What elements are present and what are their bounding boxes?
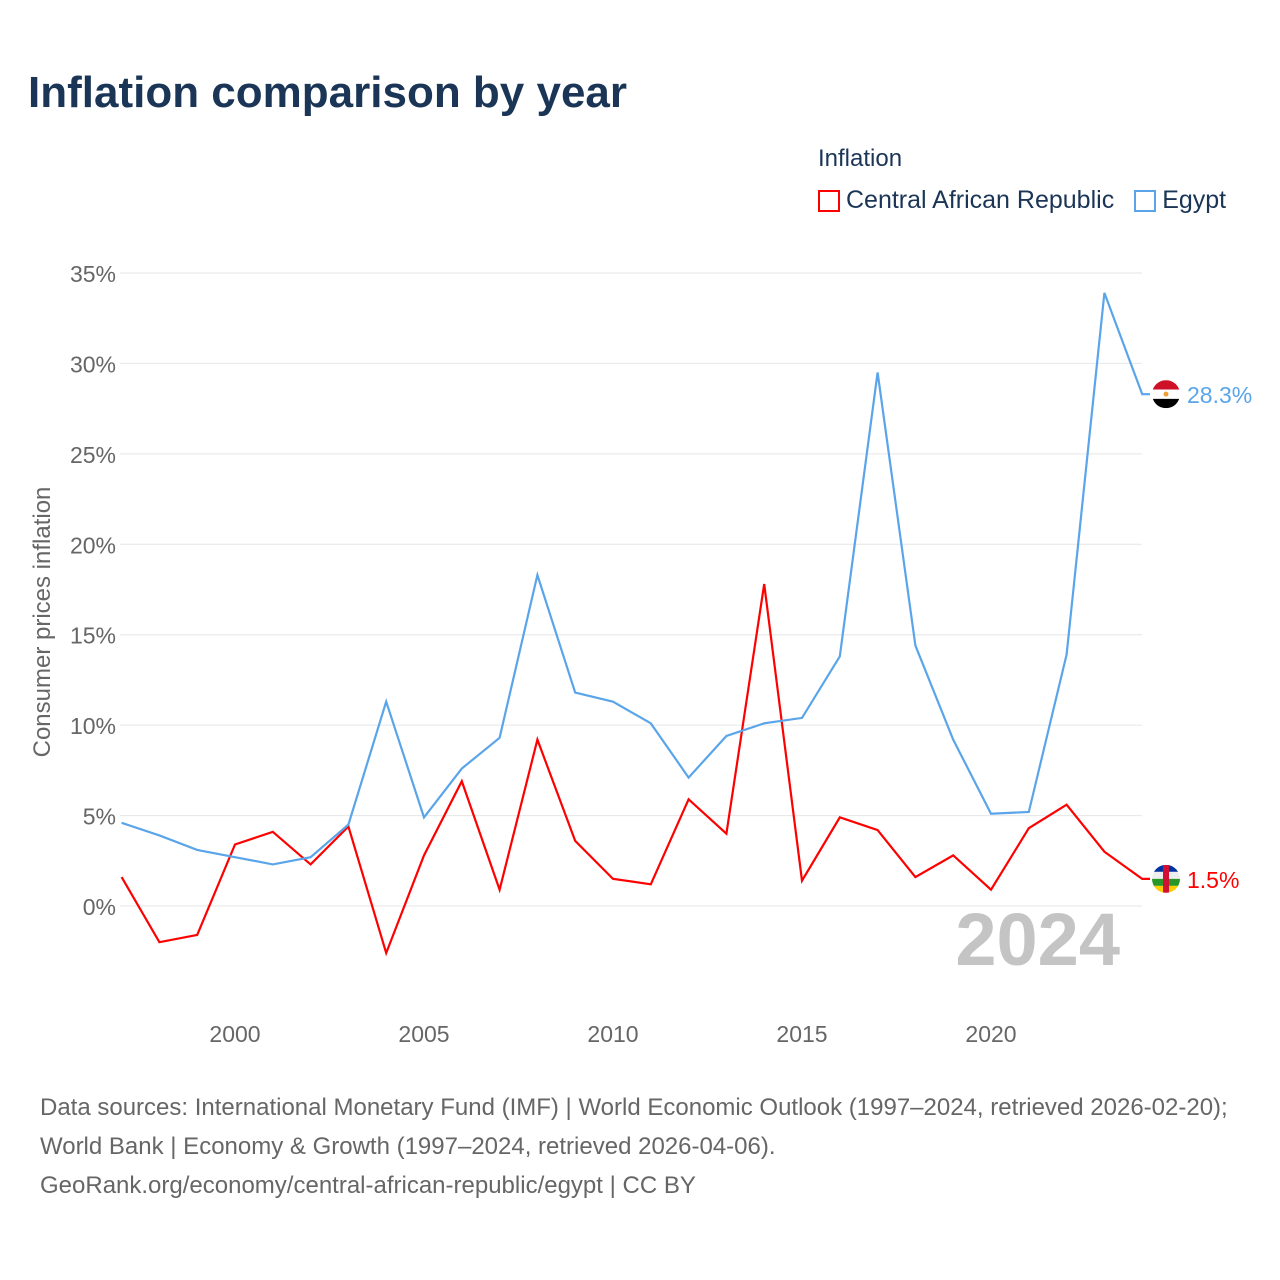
data-point bbox=[611, 877, 615, 881]
y-tick-label: 35% bbox=[70, 261, 116, 287]
data-point bbox=[233, 843, 237, 847]
data-point bbox=[876, 370, 880, 374]
data-point bbox=[762, 721, 766, 725]
x-tick-label: 2005 bbox=[398, 1021, 449, 1047]
y-tick-label: 25% bbox=[70, 442, 116, 468]
data-point bbox=[1027, 810, 1031, 814]
data-point bbox=[498, 888, 502, 892]
y-tick-label: 10% bbox=[70, 713, 116, 739]
data-point bbox=[649, 721, 653, 725]
data-point bbox=[649, 882, 653, 886]
data-point bbox=[876, 828, 880, 832]
data-point bbox=[346, 823, 350, 827]
data-point bbox=[233, 855, 237, 859]
data-point bbox=[800, 879, 804, 883]
legend: Central African Republic Egypt bbox=[818, 186, 1226, 215]
data-point bbox=[271, 830, 275, 834]
sources-text: Data sources: International Monetary Fun… bbox=[40, 1088, 1250, 1205]
series-line-egypt bbox=[121, 292, 1150, 866]
x-tick-label: 2020 bbox=[965, 1021, 1016, 1047]
data-point bbox=[573, 691, 577, 695]
data-point bbox=[157, 833, 161, 837]
y-axis-label: Consumer prices inflation bbox=[29, 487, 56, 758]
data-point bbox=[611, 700, 615, 704]
y-tick-label: 5% bbox=[83, 804, 116, 830]
x-tick-label: 2010 bbox=[587, 1021, 638, 1047]
data-point bbox=[573, 839, 577, 843]
data-point bbox=[724, 832, 728, 836]
data-point bbox=[1140, 877, 1144, 881]
data-point bbox=[989, 888, 993, 892]
car-flag-icon bbox=[1152, 864, 1180, 893]
data-point bbox=[422, 815, 426, 819]
data-point bbox=[535, 573, 539, 577]
data-point bbox=[195, 848, 199, 852]
data-point bbox=[157, 940, 161, 944]
data-point bbox=[422, 853, 426, 857]
data-point bbox=[460, 767, 464, 771]
source-link[interactable]: GeoRank.org/economy/central-african-repu… bbox=[40, 1172, 696, 1199]
data-point bbox=[724, 734, 728, 738]
data-point bbox=[838, 815, 842, 819]
data-sources: Data sources: International Monetary Fun… bbox=[40, 1094, 1228, 1160]
chart-title: Inflation comparison by year bbox=[28, 68, 628, 117]
data-point bbox=[1140, 392, 1144, 396]
year-watermark: 2024 bbox=[955, 898, 1120, 981]
data-point bbox=[195, 933, 199, 937]
data-point bbox=[762, 582, 766, 586]
data-point bbox=[951, 738, 955, 742]
y-tick-label: 0% bbox=[83, 894, 116, 920]
data-point bbox=[1102, 291, 1106, 295]
data-point bbox=[384, 700, 388, 704]
data-point bbox=[687, 797, 691, 801]
data-point bbox=[989, 812, 993, 816]
legend-swatch-car bbox=[818, 189, 840, 212]
data-point bbox=[838, 654, 842, 658]
data-point bbox=[384, 951, 388, 955]
data-point bbox=[309, 862, 313, 866]
data-point bbox=[1065, 653, 1069, 657]
legend-item-car[interactable]: Central African Republic bbox=[818, 186, 1114, 215]
legend-label-egypt: Egypt bbox=[1162, 186, 1227, 214]
data-point bbox=[800, 716, 804, 720]
x-tick-label: 2015 bbox=[776, 1021, 827, 1047]
data-point bbox=[498, 736, 502, 740]
data-point bbox=[913, 644, 917, 648]
series-line-car bbox=[120, 583, 1150, 957]
end-value-label: 1.5% bbox=[1187, 867, 1239, 893]
data-point bbox=[1065, 803, 1069, 807]
legend-label-car: Central African Republic bbox=[846, 186, 1115, 214]
y-tick-label: 20% bbox=[70, 532, 116, 558]
data-point bbox=[309, 855, 313, 859]
data-point bbox=[1027, 826, 1031, 830]
data-point bbox=[460, 779, 464, 783]
legend-item-egypt[interactable]: Egypt bbox=[1134, 186, 1226, 215]
x-tick-label: 2000 bbox=[209, 1021, 260, 1047]
data-point bbox=[120, 821, 124, 825]
data-point bbox=[271, 862, 275, 866]
y-tick-label: 30% bbox=[70, 351, 116, 377]
data-point bbox=[913, 875, 917, 879]
data-point bbox=[687, 776, 691, 780]
data-point bbox=[1102, 850, 1106, 854]
data-point bbox=[120, 875, 124, 879]
data-point bbox=[535, 738, 539, 742]
data-point bbox=[951, 853, 955, 857]
end-value-label: 28.3% bbox=[1187, 382, 1252, 408]
egypt-flag-icon bbox=[1152, 380, 1180, 409]
legend-title: Inflation bbox=[818, 145, 903, 172]
legend-swatch-egypt bbox=[1134, 189, 1157, 212]
y-tick-label: 15% bbox=[70, 623, 116, 649]
